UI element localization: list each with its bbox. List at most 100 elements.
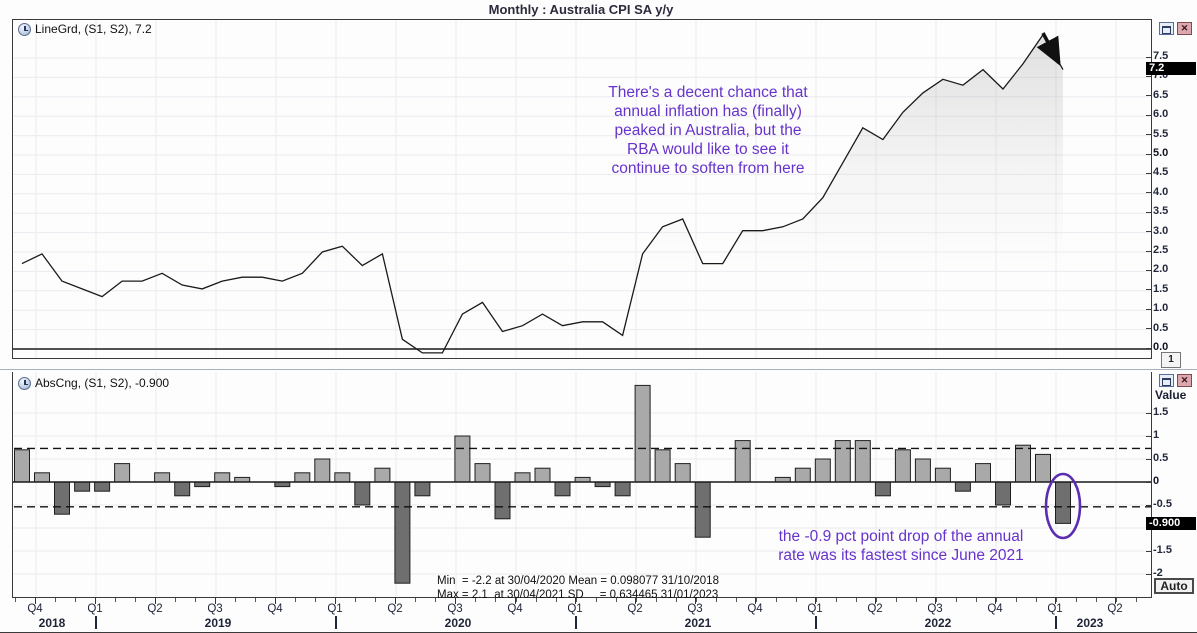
abs-change-bar[interactable] bbox=[654, 449, 671, 483]
abs-change-bar[interactable] bbox=[734, 440, 751, 483]
abs-change-bar[interactable] bbox=[454, 435, 471, 483]
abs-change-bar[interactable] bbox=[1015, 444, 1031, 483]
abs-change-bar[interactable] bbox=[954, 481, 971, 492]
month-tick bbox=[695, 598, 697, 602]
abs-change-bar[interactable] bbox=[914, 458, 931, 483]
quarter-tick bbox=[935, 598, 936, 604]
abs-change-bar[interactable] bbox=[674, 463, 691, 483]
abs-change-bar[interactable] bbox=[794, 467, 811, 483]
abs-change-bar[interactable] bbox=[14, 449, 30, 483]
year-label: 2019 bbox=[204, 616, 232, 630]
month-tick bbox=[895, 598, 897, 602]
abs-change-bar[interactable] bbox=[494, 481, 511, 520]
axis-tick-label: 7.5 bbox=[1153, 50, 1169, 62]
abs-change-bar[interactable] bbox=[474, 463, 491, 483]
page-number-badge[interactable]: 1 bbox=[1161, 352, 1181, 368]
quarter-label: Q3 bbox=[447, 603, 463, 615]
month-tick bbox=[975, 598, 977, 602]
month-tick bbox=[235, 598, 237, 602]
abs-change-bar[interactable] bbox=[174, 481, 191, 497]
month-tick bbox=[715, 598, 717, 602]
auto-scale-button[interactable]: Auto bbox=[1154, 578, 1194, 594]
abs-change-bar[interactable] bbox=[534, 467, 551, 483]
month-tick bbox=[915, 598, 917, 602]
axis-tick-label: 4.5 bbox=[1153, 166, 1169, 179]
abs-change-bar[interactable] bbox=[334, 472, 351, 483]
month-tick bbox=[755, 598, 757, 602]
bar-series-legend[interactable]: AbsCng, (S1, S2), -0.900 bbox=[18, 376, 169, 390]
panel-separator bbox=[0, 369, 1197, 370]
month-tick bbox=[735, 598, 737, 602]
month-tick bbox=[1076, 598, 1078, 602]
abs-change-bar[interactable] bbox=[854, 440, 871, 483]
axis-tick-mark bbox=[1146, 211, 1151, 213]
close-panel-icon[interactable]: ✕ bbox=[1177, 374, 1192, 387]
quarter-label: Q3 bbox=[207, 603, 223, 615]
close-panel-icon[interactable]: ✕ bbox=[1177, 22, 1192, 35]
abs-change-bar[interactable] bbox=[394, 481, 411, 584]
axis-tick-mark bbox=[1146, 192, 1151, 194]
abs-change-bar[interactable] bbox=[554, 481, 571, 497]
axis-tick-label: 1 bbox=[1153, 429, 1160, 441]
abs-change-bar[interactable] bbox=[54, 481, 70, 515]
month-tick bbox=[655, 598, 657, 602]
axis-tick-mark bbox=[1146, 435, 1151, 437]
abs-change-bar[interactable] bbox=[1035, 453, 1051, 483]
abs-change-bar[interactable] bbox=[294, 472, 311, 483]
top-panel-window-buttons: ✕ bbox=[1159, 22, 1192, 35]
month-tick bbox=[75, 598, 77, 602]
quarter-label: Q1 bbox=[807, 603, 823, 615]
quarter-label: Q2 bbox=[627, 603, 643, 615]
axis-tick-label: 1.5 bbox=[1153, 406, 1169, 418]
year-separator bbox=[815, 616, 817, 629]
month-tick bbox=[675, 598, 677, 602]
abs-change-bar[interactable] bbox=[995, 481, 1011, 506]
abs-change-bar[interactable] bbox=[34, 472, 50, 483]
abs-change-bar[interactable] bbox=[314, 458, 331, 483]
abs-change-bar[interactable] bbox=[614, 481, 631, 497]
axis-tick-mark bbox=[1146, 95, 1151, 97]
month-tick bbox=[955, 598, 957, 602]
abs-change-bar[interactable] bbox=[514, 472, 531, 483]
month-tick bbox=[595, 598, 597, 602]
month-tick bbox=[1096, 598, 1098, 602]
abs-change-bar[interactable] bbox=[694, 481, 711, 538]
abs-change-bar[interactable] bbox=[154, 472, 171, 483]
axis-tick-mark bbox=[1146, 153, 1151, 155]
quarter-label: Q4 bbox=[507, 603, 523, 615]
abs-change-bar[interactable] bbox=[354, 481, 371, 506]
quarter-tick bbox=[575, 598, 576, 604]
quarter-label: Q2 bbox=[387, 603, 403, 615]
minimize-panel-icon[interactable] bbox=[1159, 22, 1174, 35]
inflation-peak-annotation: There's a decent chance that annual infl… bbox=[608, 84, 808, 177]
top-right-value-axis[interactable]: 7.5 7.0 6.5 6.0 5.5 5.0 4.5 4.0 3.5 3.0 2.5 2.0 1.5 1… bbox=[1146, 19, 1196, 357]
abs-change-bar[interactable] bbox=[814, 458, 831, 483]
line-series-legend[interactable]: LineGrd, (S1, S2), 7.2 bbox=[18, 22, 152, 36]
abs-change-bar[interactable] bbox=[374, 467, 391, 483]
line-chart-plot-area[interactable] bbox=[12, 19, 1152, 359]
minimize-panel-icon[interactable] bbox=[1159, 374, 1174, 387]
time-axis[interactable]: Q4 Q1 Q2 Q3 Q4 Q1 Q2 Q3 Q4 Q1 Q2 Q3 Q4 Q1 Q2 Q3 Q4 Q1 Q2 20… bbox=[0, 597, 1197, 633]
abs-change-bar[interactable] bbox=[634, 384, 651, 483]
bottom-right-value-axis[interactable]: 1.510.50-0.5-1-1.5-2 bbox=[1146, 372, 1196, 597]
abs-change-bar[interactable] bbox=[1055, 481, 1071, 524]
quarter-tick bbox=[995, 598, 996, 604]
year-label: 2023 bbox=[1076, 616, 1104, 630]
abs-change-bar[interactable] bbox=[74, 481, 91, 492]
bar-chart-plot-area[interactable] bbox=[12, 372, 1152, 598]
abs-change-bar[interactable] bbox=[114, 463, 131, 483]
month-tick bbox=[1136, 598, 1138, 602]
quarter-tick bbox=[635, 598, 636, 604]
abs-change-bar[interactable] bbox=[874, 481, 891, 497]
abs-change-bar[interactable] bbox=[214, 472, 231, 483]
quarter-label: Q4 bbox=[987, 603, 1003, 615]
abs-change-bar[interactable] bbox=[894, 449, 911, 483]
abs-change-bar[interactable] bbox=[834, 440, 851, 483]
last-value-badge-bottom: -0.900 bbox=[1146, 517, 1196, 530]
axis-tick-label: 0.5 bbox=[1153, 321, 1169, 334]
abs-change-bar[interactable] bbox=[414, 481, 431, 497]
abs-change-bar[interactable] bbox=[934, 467, 951, 483]
month-tick bbox=[355, 598, 357, 602]
abs-change-bar[interactable] bbox=[94, 481, 111, 492]
abs-change-bar[interactable] bbox=[975, 463, 991, 483]
